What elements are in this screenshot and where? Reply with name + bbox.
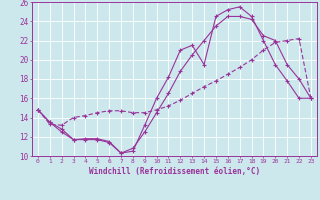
X-axis label: Windchill (Refroidissement éolien,°C): Windchill (Refroidissement éolien,°C) — [89, 167, 260, 176]
